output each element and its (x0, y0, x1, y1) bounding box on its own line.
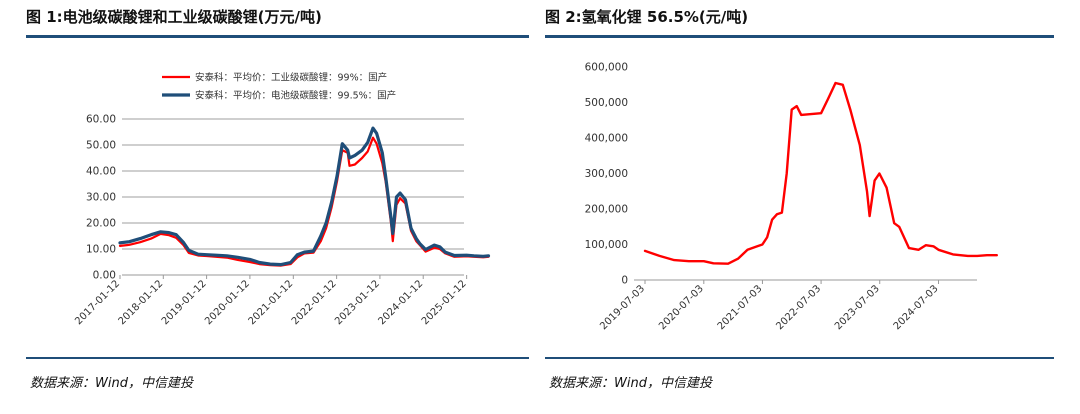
legend-label: 安泰科：平均价：电池级碳酸锂：99.5%：国产 (195, 90, 396, 102)
x-tick-label: 2019-07-03 (598, 283, 647, 332)
x-tick-label: 2024-01-12 (376, 278, 425, 327)
y-tick-label: 300,000 (585, 168, 628, 180)
y-tick-label: 20.00 (86, 218, 116, 230)
x-tick-label: 2024-07-03 (892, 283, 941, 332)
x-tick-label: 2023-07-03 (833, 283, 882, 332)
x-tick-label: 2023-01-12 (333, 278, 382, 327)
source-note: 数据来源：Wind，中信建投 (30, 376, 193, 391)
y-tick-label: 500,000 (585, 97, 628, 109)
y-tick-label: 0.00 (93, 270, 116, 282)
y-tick-label: 0 (621, 275, 628, 287)
chart-title: 图 1:电池级碳酸锂和工业级碳酸锂(万元/吨) (26, 8, 322, 26)
y-tick-label: 600,000 (585, 62, 628, 74)
series-line (643, 81, 998, 265)
left-chart-panel: 图 1:电池级碳酸锂和工业级碳酸锂(万元/吨) 0.00 10.00 20.00 30… (26, 0, 529, 414)
x-tick-label: 2020-01-12 (203, 278, 252, 327)
y-tick-label: 50.00 (86, 140, 116, 152)
lithium-carbonate-chart: 0.00 10.00 20.00 30.00 40.00 50.00 60.00 2017-0… (73, 72, 491, 327)
footer-rule (26, 357, 529, 359)
footer-rule (545, 357, 1054, 359)
x-tick-label: 2019-01-12 (160, 278, 209, 327)
x-tick-label: 2022-07-03 (774, 283, 823, 332)
lithium-hydroxide-chart: 0 100,000 200,000 300,000 400,000 500,000 600,… (585, 62, 998, 332)
title-rule (26, 35, 529, 38)
x-tick-label: 2021-07-03 (716, 283, 765, 332)
y-tick-label: 60.00 (86, 114, 116, 126)
x-tick-label: 2021-01-12 (247, 278, 296, 327)
x-tick-label: 2017-01-12 (73, 278, 122, 327)
chart-title: 图 2:氢氧化锂 56.5%(元/吨) (545, 8, 749, 26)
title-rule (545, 35, 1054, 38)
y-tick-label: 100,000 (585, 239, 628, 251)
x-tick-label: 2018-01-12 (117, 278, 166, 327)
legend-label: 安泰科：平均价：工业级碳酸锂：99%：国产 (195, 72, 387, 84)
source-note: 数据来源：Wind，中信建投 (549, 376, 712, 391)
series-line (118, 126, 491, 267)
y-tick-label: 200,000 (585, 204, 628, 216)
right-chart-panel: 图 2:氢氧化锂 56.5%(元/吨) 0 100,000 200,000 300,0… (545, 0, 1054, 414)
y-tick-label: 10.00 (86, 244, 116, 256)
x-tick-label: 2025-01-12 (420, 278, 469, 327)
y-tick-label: 40.00 (86, 166, 116, 178)
x-tick-label: 2022-01-12 (290, 278, 339, 327)
x-tick-label: 2020-07-03 (657, 283, 706, 332)
y-tick-label: 30.00 (86, 192, 116, 204)
y-tick-label: 400,000 (585, 133, 628, 145)
